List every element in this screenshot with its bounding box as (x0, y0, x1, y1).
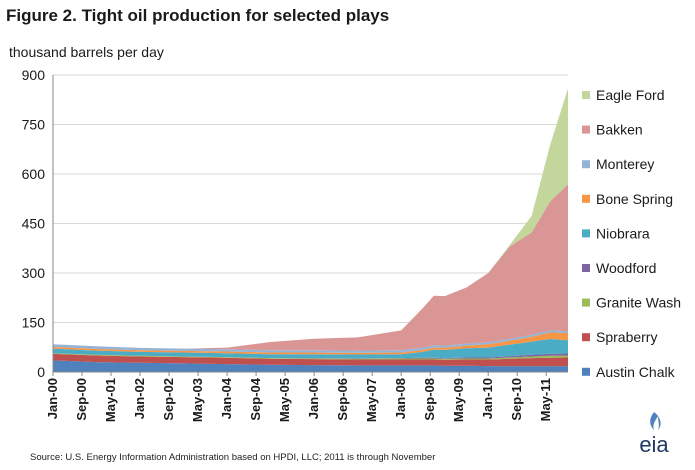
x-tick-label: Jan-02 (132, 378, 147, 419)
legend-swatch-monterey (582, 160, 590, 169)
legend-label-bakken: Bakken (596, 122, 643, 138)
chart-title: Figure 2. Tight oil production for selec… (6, 6, 390, 25)
legend-swatch-woodford (582, 264, 590, 272)
area-series-spraberry (53, 353, 568, 367)
legend: Eagle Ford Bakken Monterey Bone Spring Niobr… (582, 87, 681, 380)
x-tick-label: Sep-02 (161, 378, 176, 421)
y-tick-label: 600 (22, 166, 46, 182)
y-tick-label: 300 (22, 265, 46, 281)
area-series-niobrara (53, 339, 568, 359)
eia-logo: eia (639, 412, 669, 457)
area-series-bone-spring (53, 332, 568, 355)
x-tick-label: May-09 (451, 378, 466, 422)
x-tick-label: Sep-00 (74, 378, 89, 421)
area-series-monterey (53, 330, 568, 353)
legend-label-spraberry: Spraberry (596, 329, 657, 345)
x-tick-label: May-11 (538, 378, 553, 421)
x-tick-label: Jan-08 (393, 378, 408, 419)
x-tick-label: Sep-06 (335, 378, 350, 421)
legend-swatch-eagle-ford (582, 91, 590, 99)
y-axis-unit-label: thousand barrels per day (9, 44, 164, 60)
legend-label-eagle-ford: Eagle Ford (596, 87, 664, 103)
axes (52, 75, 568, 373)
area-series-bakken (53, 184, 568, 351)
legend-label-granite-wash: Granite Wash (596, 295, 681, 311)
y-tick-labels: 0 150 300 450 600 750 900 (22, 67, 46, 380)
x-tick-label: Jan-00 (45, 378, 60, 419)
legend-swatch-spraberry (582, 333, 590, 342)
eia-logo-flame (650, 412, 661, 430)
source-note: Source: U.S. Energy Information Administ… (30, 452, 436, 463)
legend-swatch-granite-wash (582, 298, 590, 307)
y-tick-label: 900 (22, 67, 46, 83)
legend-label-woodford: Woodford (596, 260, 656, 276)
area-series-austin-chalk (53, 360, 568, 372)
x-tick-label: Jan-04 (219, 377, 234, 419)
y-tick-label: 750 (22, 117, 46, 133)
legend-label-monterey: Monterey (596, 156, 654, 172)
y-tick-label: 450 (22, 216, 46, 232)
x-tick-label: May-01 (103, 378, 118, 422)
x-tick-label: Sep-10 (509, 378, 524, 421)
y-tick-label: 150 (22, 315, 46, 331)
x-tick-label: May-07 (364, 378, 379, 422)
legend-swatch-bone-spring (582, 194, 590, 203)
eia-logo-text: eia (639, 432, 669, 457)
legend-swatch-bakken (582, 125, 590, 134)
area-series-granite-wash (53, 353, 568, 360)
legend-label-bone-spring: Bone Spring (596, 191, 673, 207)
x-tick-label: May-05 (277, 378, 292, 422)
legend-swatch-austin-chalk (582, 367, 590, 376)
x-tick-label: Jan-10 (480, 378, 495, 419)
x-tick-label: Jan-06 (306, 378, 321, 419)
y-tick-label: 0 (37, 364, 45, 380)
legend-label-niobrara: Niobrara (596, 225, 650, 241)
x-tick-labels: Jan-00 Sep-00 May-01 Jan-02 Sep-02 May-03 Jan-… (45, 372, 553, 422)
area-series-group (53, 88, 568, 372)
x-tick-label: Sep-08 (422, 378, 437, 421)
legend-swatch-niobrara (582, 229, 590, 238)
x-tick-label: Sep-04 (248, 377, 263, 420)
x-tick-label: May-03 (190, 378, 205, 422)
legend-label-austin-chalk: Austin Chalk (596, 364, 676, 380)
